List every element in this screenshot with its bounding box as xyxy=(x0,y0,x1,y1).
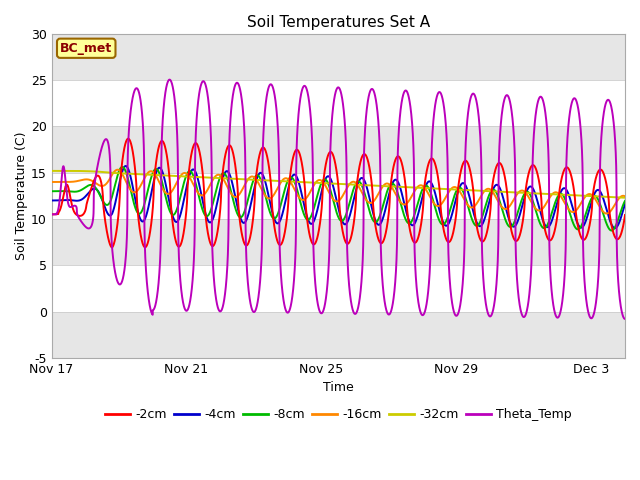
Legend: -2cm, -4cm, -8cm, -16cm, -32cm, Theta_Temp: -2cm, -4cm, -8cm, -16cm, -32cm, Theta_Te… xyxy=(100,403,577,426)
Title: Soil Temperatures Set A: Soil Temperatures Set A xyxy=(246,15,430,30)
Bar xyxy=(51,312,625,358)
Bar xyxy=(51,173,625,219)
Bar xyxy=(51,80,625,126)
Text: BC_met: BC_met xyxy=(60,42,113,55)
Bar xyxy=(51,126,625,173)
Bar xyxy=(51,265,625,312)
Y-axis label: Soil Temperature (C): Soil Temperature (C) xyxy=(15,132,28,260)
X-axis label: Time: Time xyxy=(323,381,354,394)
Bar xyxy=(51,219,625,265)
Bar xyxy=(51,34,625,80)
